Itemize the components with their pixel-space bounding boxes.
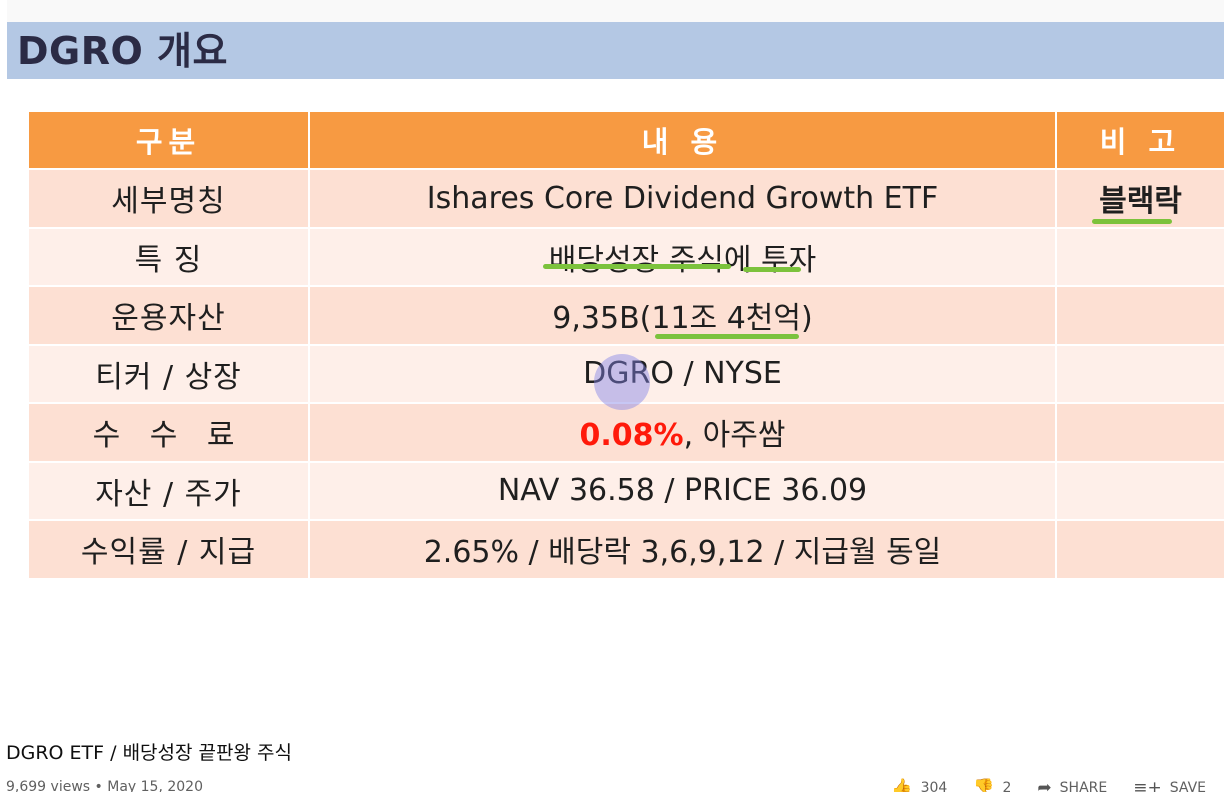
row-content: 배당성장 주식에 투자: [308, 226, 1057, 287]
row-note: 블랙락: [1055, 168, 1224, 229]
fee-value: 0.08%: [579, 418, 684, 454]
row-label: 자산 / 주가: [27, 460, 310, 521]
highlight-mark-feature: [743, 267, 801, 272]
thumbs-up-icon: 👍: [891, 778, 913, 792]
table-row: 티커 / 상장 DGRO / NYSE: [27, 343, 1224, 404]
table-row: 특 징 배당성장 주식에 투자: [27, 226, 1224, 287]
like-button[interactable]: 👍 304: [891, 778, 947, 792]
like-count: 304: [920, 780, 948, 792]
table-header-row: 구분 내 용 비 고: [27, 110, 1224, 170]
row-content: DGRO / NYSE: [308, 343, 1057, 404]
slide-title-bar: DGRO 개요: [7, 22, 1224, 79]
header-category: 구분: [27, 110, 310, 170]
table-row: 수 수 료 0.08%, 아주쌈: [27, 402, 1224, 463]
video-title: DGRO ETF / 배당성장 끝판왕 주식: [6, 742, 292, 764]
video-frame[interactable]: DGRO 개요 구분 내 용 비 고 세부명칭 Ishares Core Div…: [7, 0, 1224, 716]
row-content: 2.65% / 배당락 3,6,9,12 / 지급월 동일: [308, 519, 1057, 580]
row-note: [1055, 402, 1224, 463]
table-row: 운용자산 9,35B(11조 4천억): [27, 285, 1224, 346]
video-meta: 9,699 views • May 15, 2020: [6, 779, 203, 792]
share-icon: ➦: [1037, 778, 1052, 792]
header-content: 내 용: [308, 110, 1057, 170]
row-content: 0.08%, 아주쌈: [308, 402, 1057, 463]
row-content: Ishares Core Dividend Growth ETF: [308, 168, 1057, 229]
row-label: 수익률 / 지급: [27, 519, 310, 580]
table-row: 세부명칭 Ishares Core Dividend Growth ETF 블랙…: [27, 168, 1224, 229]
save-playlist-icon: ≡+: [1133, 778, 1162, 792]
highlight-mark-feature: [543, 264, 731, 269]
fee-comment: , 아주쌈: [683, 418, 786, 454]
dislike-button[interactable]: 👎 2: [973, 778, 1011, 792]
row-note: [1055, 519, 1224, 580]
row-label: 운용자산: [27, 285, 310, 346]
row-label: 수 수 료: [27, 402, 310, 463]
row-note: [1055, 226, 1224, 287]
row-content: NAV 36.58 / PRICE 36.09: [308, 460, 1057, 521]
row-label: 세부명칭: [27, 168, 310, 229]
highlight-mark-assets: [655, 334, 799, 339]
slide-title: DGRO 개요: [17, 29, 228, 73]
row-note: [1055, 285, 1224, 346]
save-label: SAVE: [1169, 780, 1206, 792]
view-count: 9,699 views: [6, 779, 91, 792]
upload-date: May 15, 2020: [107, 779, 203, 792]
row-label: 티커 / 상장: [27, 343, 310, 404]
table-row: 자산 / 주가 NAV 36.58 / PRICE 36.09: [27, 460, 1224, 521]
video-actions: 👍 304 👎 2 ➦ SHARE ≡+ SAVE: [891, 778, 1206, 792]
row-note: [1055, 460, 1224, 521]
header-note: 비 고: [1055, 110, 1224, 170]
row-label: 특 징: [27, 226, 310, 287]
highlight-mark-blackrock: [1092, 219, 1172, 224]
overview-table: 구분 내 용 비 고 세부명칭 Ishares Core Dividend Gr…: [27, 110, 1224, 580]
save-button[interactable]: ≡+ SAVE: [1133, 778, 1206, 792]
share-button[interactable]: ➦ SHARE: [1037, 778, 1107, 792]
table-row: 수익률 / 지급 2.65% / 배당락 3,6,9,12 / 지급월 동일: [27, 519, 1224, 580]
share-label: SHARE: [1059, 780, 1108, 792]
pointer-highlight: [594, 354, 650, 410]
dislike-count: 2: [1002, 780, 1012, 792]
row-note: [1055, 343, 1224, 404]
thumbs-down-icon: 👎: [973, 778, 995, 792]
